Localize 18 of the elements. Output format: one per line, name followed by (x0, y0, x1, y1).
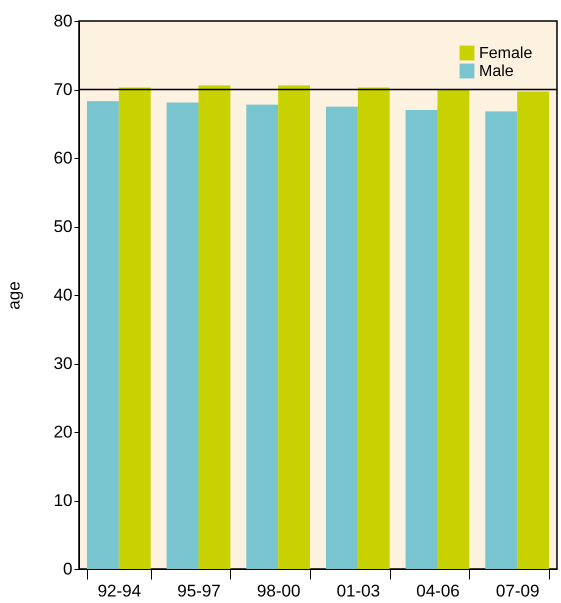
x-tick-label: 92-94 (98, 582, 142, 600)
y-tick-label: 40 (54, 286, 72, 304)
y-tick-label: 30 (54, 354, 72, 373)
legend-label: Female (479, 45, 532, 62)
y-tick-label: 80 (54, 12, 72, 30)
y-tick-label: 70 (54, 80, 72, 99)
y-axis-title: age (4, 281, 24, 310)
y-tick-label: 20 (54, 422, 72, 442)
x-tick-label: 07-09 (496, 582, 540, 600)
y-tick-label: 50 (54, 217, 72, 236)
x-tick-label: 95-97 (177, 582, 221, 600)
y-tick-label: 10 (54, 491, 72, 510)
x-tick-label: 98-00 (256, 582, 300, 600)
x-tick-label: 01-03 (336, 582, 380, 600)
y-tick-label: 0 (63, 560, 72, 578)
y-tick-label: 60 (54, 148, 72, 168)
x-tick-label: 04-06 (416, 582, 460, 600)
legend-label: Male (479, 63, 514, 80)
